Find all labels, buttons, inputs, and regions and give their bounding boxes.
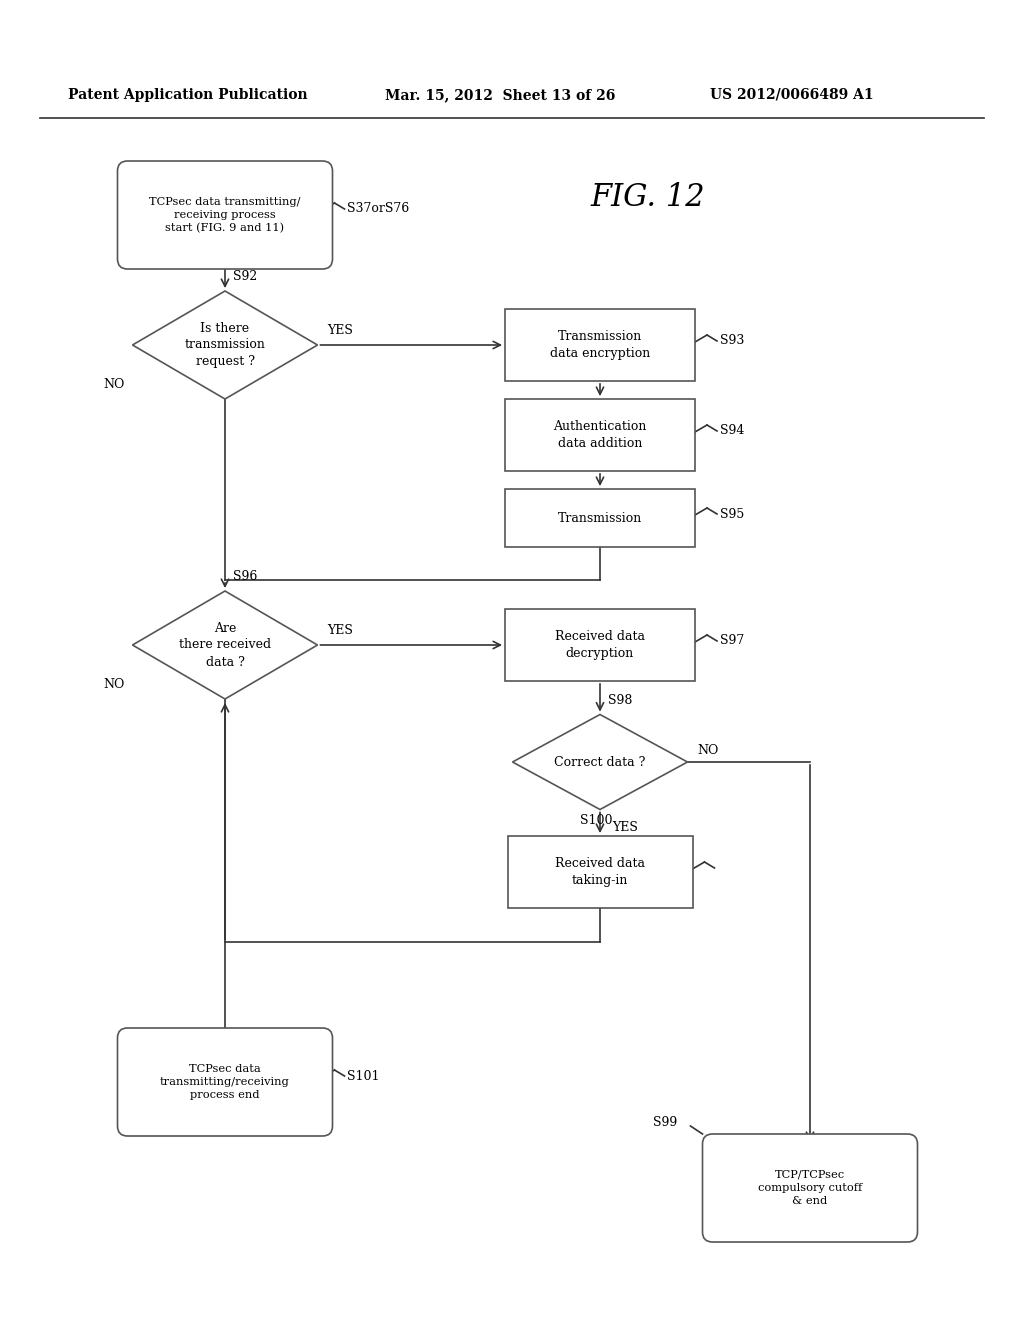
Text: Are
there received
data ?: Are there received data ? [179, 622, 271, 668]
Text: US 2012/0066489 A1: US 2012/0066489 A1 [710, 88, 873, 102]
Polygon shape [132, 290, 317, 399]
Text: Transmission: Transmission [558, 511, 642, 524]
FancyBboxPatch shape [702, 1134, 918, 1242]
Polygon shape [132, 591, 317, 700]
Text: YES: YES [328, 323, 353, 337]
Bar [505, 309, 695, 381]
Text: S101: S101 [347, 1069, 380, 1082]
Text: S97: S97 [720, 635, 744, 648]
Polygon shape [512, 714, 687, 809]
Text: Received data
taking-in: Received data taking-in [555, 857, 645, 887]
Text: NO: NO [697, 743, 719, 756]
Text: YES: YES [612, 821, 638, 834]
Text: Transmission
data encryption: Transmission data encryption [550, 330, 650, 360]
Bar [505, 399, 695, 471]
FancyBboxPatch shape [118, 1028, 333, 1137]
Text: Mar. 15, 2012  Sheet 13 of 26: Mar. 15, 2012 Sheet 13 of 26 [385, 88, 615, 102]
Text: Patent Application Publication: Patent Application Publication [68, 88, 307, 102]
Text: TCP/TCPsec
compulsory cutoff
& end: TCP/TCPsec compulsory cutoff & end [758, 1170, 862, 1206]
Text: S95: S95 [720, 507, 744, 520]
Bar [505, 488, 695, 546]
Text: S99: S99 [652, 1115, 677, 1129]
Text: Is there
transmission
request ?: Is there transmission request ? [184, 322, 265, 368]
Text: Authentication
data addition: Authentication data addition [553, 420, 647, 450]
Bar [508, 836, 692, 908]
Text: TCPsec data
transmitting/receiving
process end: TCPsec data transmitting/receiving proce… [160, 1064, 290, 1100]
Text: Correct data ?: Correct data ? [554, 755, 646, 768]
Text: Received data
decryption: Received data decryption [555, 630, 645, 660]
Text: YES: YES [328, 623, 353, 636]
Text: TCPsec data transmitting/
receiving process
start (FIG. 9 and 11): TCPsec data transmitting/ receiving proc… [150, 197, 301, 234]
Bar [505, 609, 695, 681]
Text: S100: S100 [580, 813, 612, 826]
Text: S93: S93 [720, 334, 744, 347]
Text: FIG. 12: FIG. 12 [590, 182, 705, 214]
Text: NO: NO [103, 379, 125, 392]
Text: S96: S96 [233, 570, 257, 583]
Text: S37orS76: S37orS76 [347, 202, 410, 215]
Text: NO: NO [103, 678, 125, 692]
Text: S94: S94 [720, 425, 744, 437]
Text: S92: S92 [233, 271, 257, 284]
FancyBboxPatch shape [118, 161, 333, 269]
Text: S98: S98 [608, 694, 633, 708]
